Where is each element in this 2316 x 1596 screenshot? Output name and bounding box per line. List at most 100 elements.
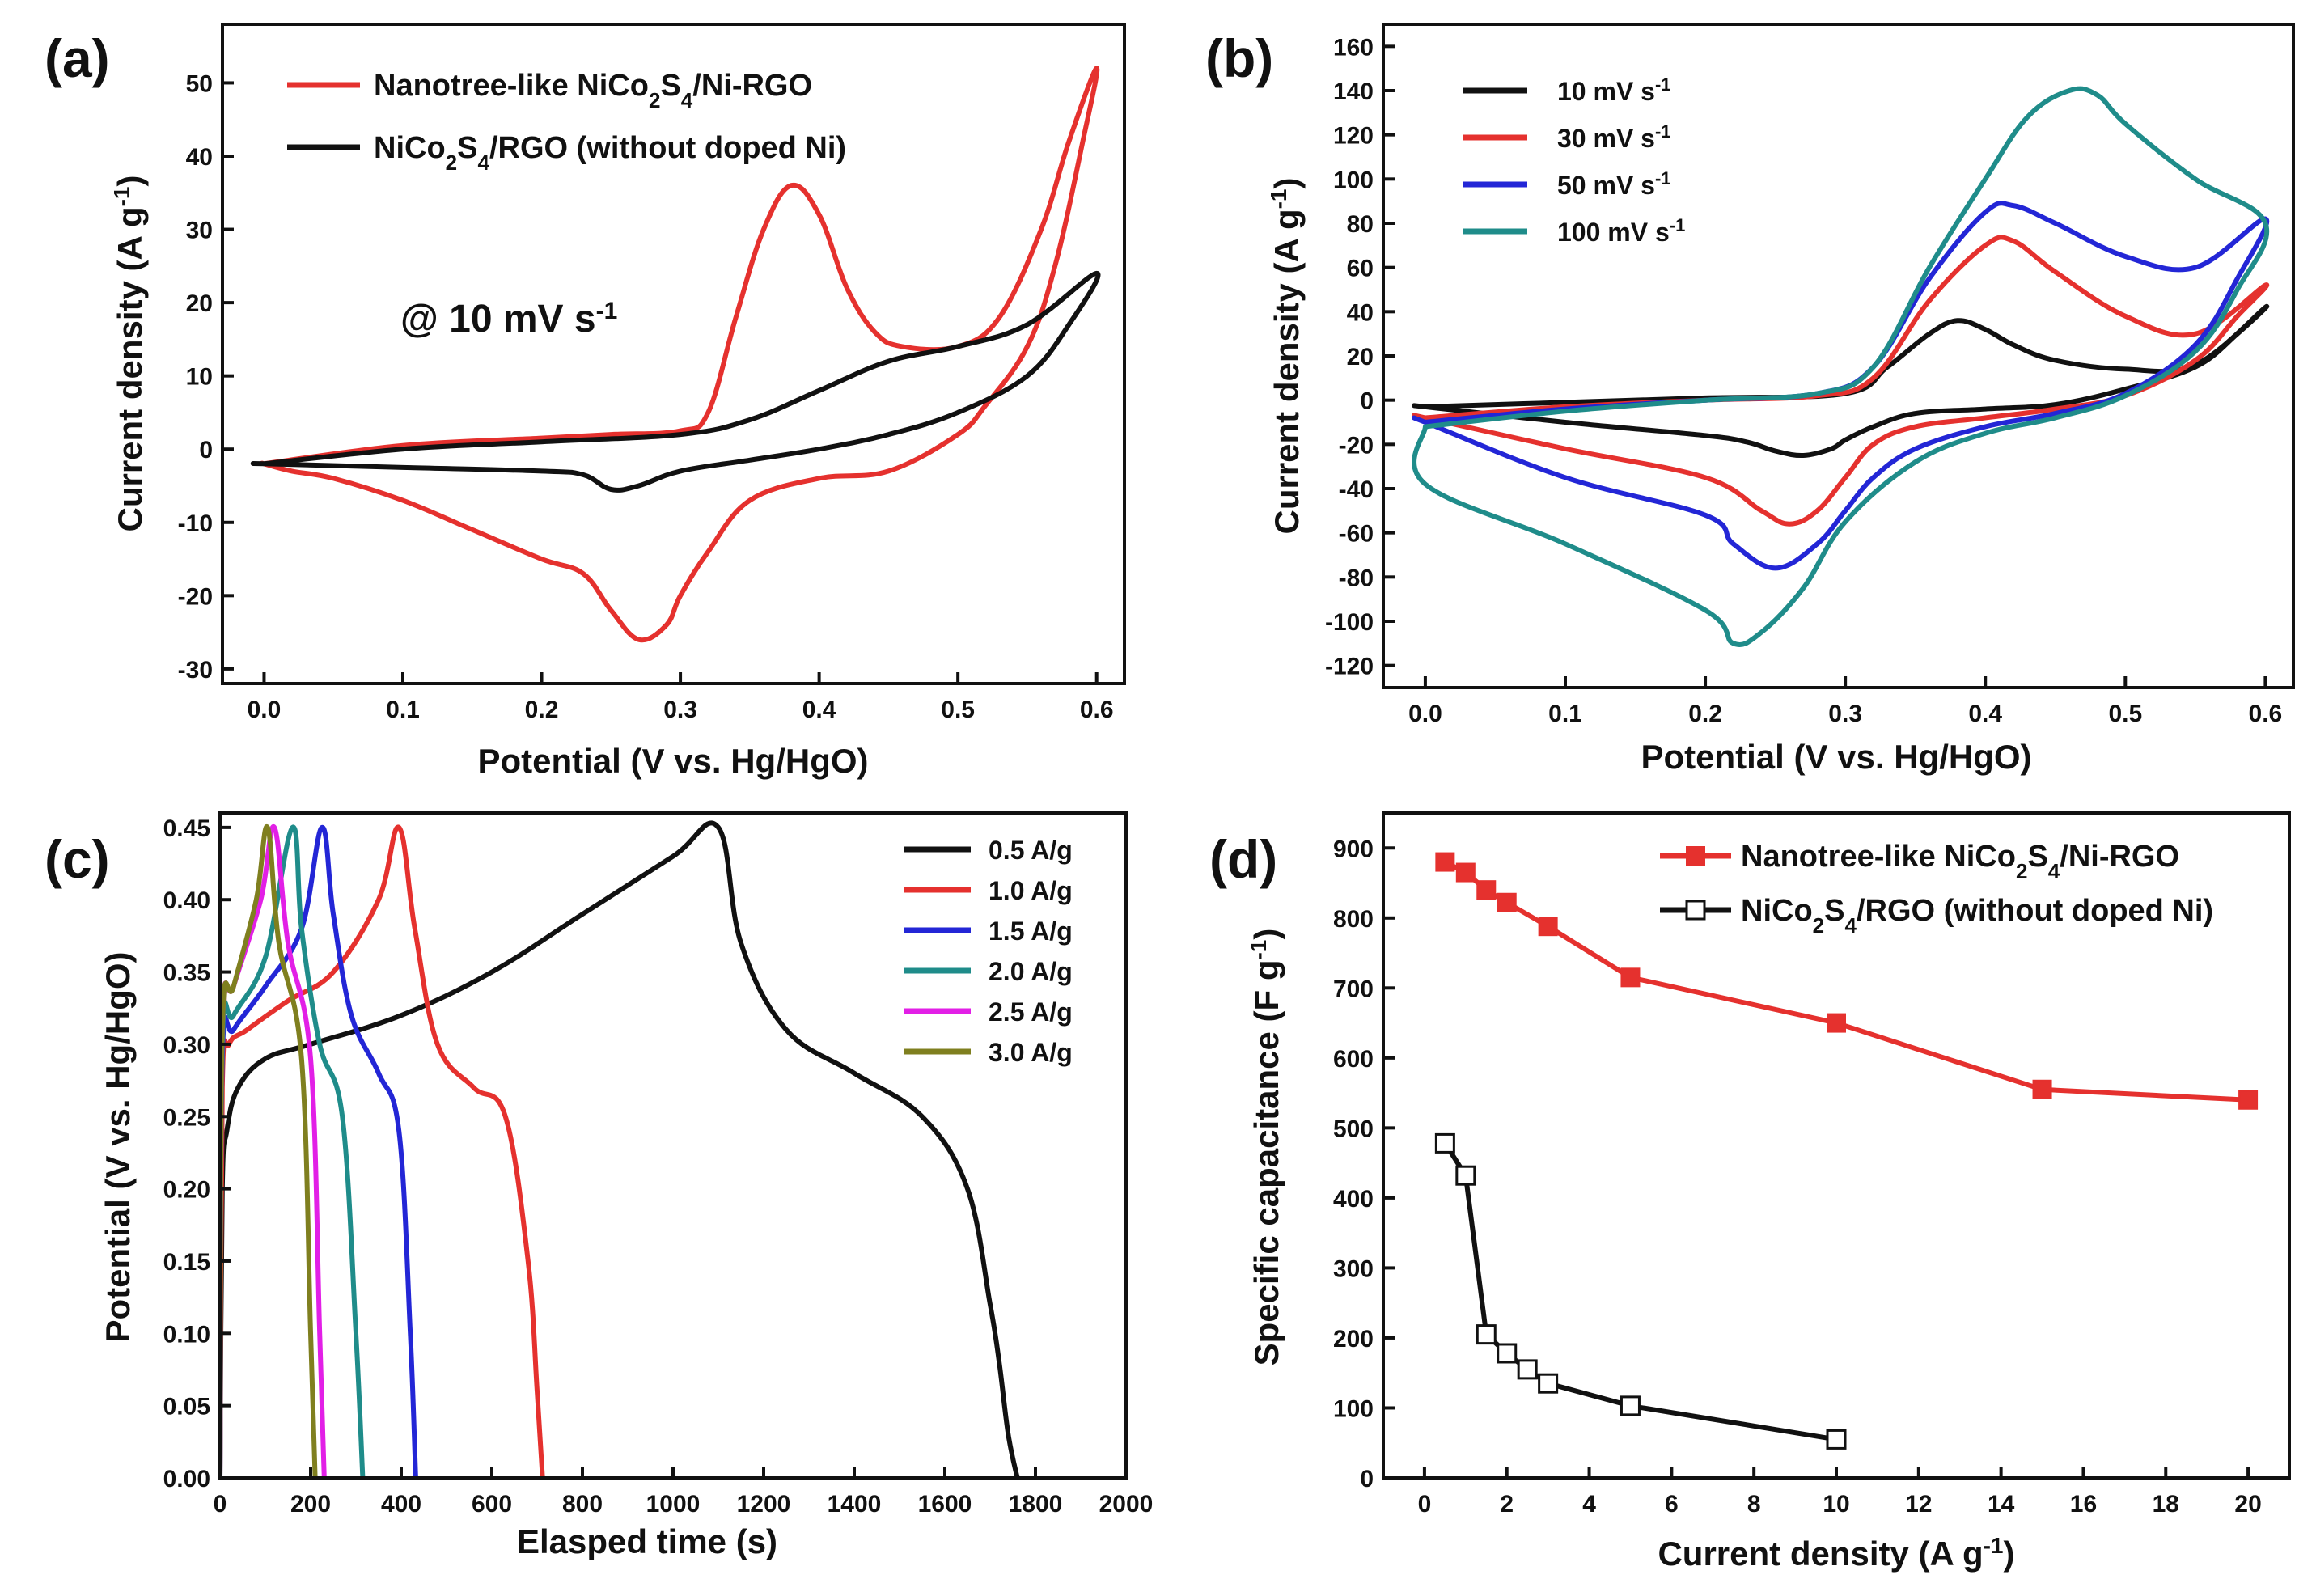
legend-label-b-0: 10 mV s-1: [1557, 74, 1671, 107]
xtick-label-d-5: 10: [1823, 1491, 1849, 1518]
panel-d-ylabel: Specific capacitance (F g-1): [1246, 929, 1286, 1366]
xtick-label-d-10: 20: [2234, 1491, 2261, 1518]
xtick-label-b-0: 0.0: [1408, 701, 1442, 727]
xtick-label-d-6: 12: [1905, 1491, 1932, 1518]
legend-label-c-1: 1.0 A/g: [989, 876, 1073, 905]
xtick-label-a-4: 0.4: [802, 696, 836, 723]
data-point-d-1-3: [1497, 1343, 1518, 1364]
xtick-label-d-8: 16: [2070, 1491, 2097, 1518]
xtick-label-a-6: 0.6: [1080, 696, 1114, 723]
xtick-label-d-0: 0: [1418, 1491, 1432, 1518]
panel-b-legend: 10 mV s-1 30 mV s-1 50 mV s-1 100 mV s-1: [1463, 74, 1685, 248]
ytick-label-c-3: 0.15: [163, 1249, 210, 1276]
xtick-label-c-0: 0: [214, 1491, 227, 1518]
data-point-d-0-6: [1827, 1013, 1846, 1033]
ytick-label-c-5: 0.25: [163, 1104, 210, 1131]
xtick-label-c-7: 1400: [828, 1491, 882, 1518]
xtick-label-c-5: 1000: [646, 1491, 701, 1518]
ytick-label-d-3: 300: [1333, 1255, 1374, 1282]
panel-a-xlabel: Potential (V vs. Hg/HgO): [477, 742, 868, 780]
xtick-label-d-3: 6: [1665, 1491, 1679, 1518]
ytick-label-d-8: 800: [1333, 906, 1374, 933]
xtick-label-d-9: 18: [2153, 1491, 2179, 1518]
ytick-label-a-7: 40: [186, 144, 213, 171]
legend-label-c-4: 2.5 A/g: [989, 997, 1073, 1027]
ytick-label-b-10: 80: [1347, 211, 1374, 238]
ytick-label-b-2: -80: [1339, 565, 1374, 591]
ytick-label-b-14: 160: [1333, 34, 1374, 61]
xtick-label-c-2: 400: [381, 1491, 421, 1518]
ytick-label-d-1: 100: [1333, 1395, 1374, 1422]
data-point-d-1-4: [1517, 1359, 1538, 1380]
ytick-label-c-9: 0.45: [163, 815, 210, 842]
series-line-a-0: [259, 66, 1100, 643]
xtick-label-b-3: 0.3: [1828, 701, 1862, 727]
panel-b: (b) 0.0 0.1 0.2 0.3 0.4 0.5 0.6 -120 -100 -80 -60 -…: [1205, 23, 2295, 776]
series-line-d-1: [1442, 1141, 1839, 1442]
ytick-label-b-4: -40: [1339, 476, 1374, 503]
legend-label-c-0: 0.5 A/g: [989, 836, 1073, 865]
panel-c-legend: 0.5 A/g 1.0 A/g 1.5 A/g 2.0 A/g 2.5 A/g 3.0 A…: [904, 836, 1073, 1067]
ytick-label-b-7: 20: [1347, 344, 1374, 370]
series-line-b-3: [1412, 86, 2270, 648]
legend-label-c-5: 3.0 A/g: [989, 1038, 1073, 1067]
xtick-label-c-6: 1200: [737, 1491, 791, 1518]
data-point-d-0-3: [1497, 892, 1517, 912]
series-line-c-5: [218, 823, 318, 1480]
xtick-label-a-5: 0.5: [941, 696, 975, 723]
xtick-label-d-4: 8: [1747, 1491, 1761, 1518]
series-line-b-1: [1412, 235, 2270, 527]
legend-label-b-3: 100 mV s-1: [1557, 215, 1685, 248]
xtick-label-c-3: 600: [472, 1491, 512, 1518]
xtick-label-d-1: 2: [1500, 1491, 1514, 1518]
ytick-label-a-8: 50: [186, 70, 213, 97]
ytick-label-d-2: 200: [1333, 1326, 1374, 1353]
xtick-label-b-1: 0.1: [1548, 701, 1582, 727]
ytick-label-a-2: -10: [178, 510, 213, 537]
ytick-label-d-6: 600: [1333, 1046, 1374, 1073]
panel-d-label: (d): [1209, 829, 1277, 889]
panel-b-xlabel: Potential (V vs. Hg/HgO): [1641, 738, 2031, 776]
legend-marker-d-1: [1685, 900, 1706, 921]
ytick-label-a-3: 0: [199, 437, 213, 464]
panel-a-plot-frame: [221, 23, 1126, 685]
ytick-label-c-4: 0.20: [163, 1177, 210, 1204]
panel-a-label: (a): [44, 28, 110, 88]
data-point-d-0-1: [1455, 862, 1476, 883]
ytick-label-a-5: 20: [186, 290, 213, 317]
data-point-d-1-0: [1434, 1132, 1455, 1154]
ytick-label-b-5: -20: [1339, 432, 1374, 459]
series-line-c-0: [218, 820, 1020, 1480]
data-point-d-0-7: [2032, 1079, 2052, 1099]
data-point-d-0-0: [1435, 852, 1455, 872]
ytick-label-d-5: 500: [1333, 1116, 1374, 1142]
panel-b-plot-frame: [1382, 23, 2295, 689]
xtick-label-a-0: 0.0: [248, 696, 282, 723]
xtick-label-b-2: 0.2: [1688, 701, 1722, 727]
ytick-label-c-1: 0.05: [163, 1394, 210, 1420]
xtick-label-a-1: 0.1: [386, 696, 420, 723]
xtick-label-b-4: 0.4: [1968, 701, 2002, 727]
xtick-label-c-9: 1800: [1009, 1491, 1063, 1518]
ytick-label-b-11: 100: [1333, 167, 1374, 193]
panel-a-ylabel: Current density (A g-1): [109, 175, 150, 531]
xtick-label-c-4: 800: [562, 1491, 603, 1518]
data-point-d-1-7: [1826, 1429, 1847, 1450]
panel-d-xlabel: Current density (A g-1): [1658, 1533, 2014, 1573]
ytick-label-b-0: -120: [1325, 654, 1374, 680]
data-point-d-0-2: [1476, 880, 1497, 900]
xtick-label-d-2: 4: [1582, 1491, 1596, 1518]
ytick-label-d-0: 0: [1360, 1466, 1374, 1492]
xtick-label-d-7: 14: [1988, 1491, 2015, 1518]
ytick-label-a-6: 30: [186, 218, 213, 244]
panel-c-plot-frame: [218, 811, 1128, 1480]
ytick-label-b-8: 40: [1347, 299, 1374, 326]
panel-a: (a) 0.0 0.1 0.2 0.3 0.4 0.5 0.6 -30 -20 -10 0 10 20 3…: [44, 23, 1126, 780]
ytick-label-c-7: 0.35: [163, 960, 210, 987]
ytick-label-d-4: 400: [1333, 1186, 1374, 1213]
ytick-label-b-9: 60: [1347, 256, 1374, 282]
xtick-label-c-8: 1600: [918, 1491, 972, 1518]
ytick-label-b-13: 140: [1333, 78, 1374, 105]
panel-d: (d) 0 2 4 6 8 10 12 14 16 18 200100200300400500600…: [1209, 811, 2291, 1573]
ytick-label-b-3: -60: [1339, 521, 1374, 548]
